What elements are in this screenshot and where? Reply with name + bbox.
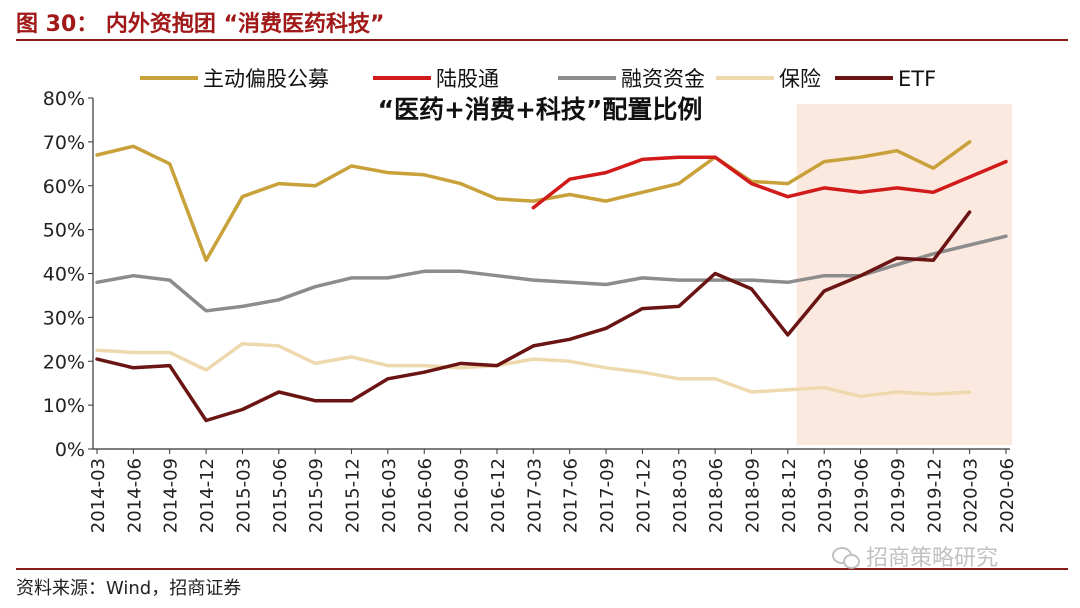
watermark: 招商策略研究 <box>832 540 998 572</box>
x-tick-label: 2018-06 <box>706 458 727 533</box>
y-tick-label: 20% <box>43 351 85 373</box>
legend-label: 保险 <box>779 67 821 91</box>
x-tick-label: 2018-03 <box>670 458 691 533</box>
x-tick-label: 2020-03 <box>961 458 982 533</box>
title-rule <box>16 39 1068 41</box>
x-tick-label: 2014-09 <box>161 458 182 533</box>
x-tick-label: 2019-12 <box>924 458 945 533</box>
y-tick-label: 0% <box>55 439 85 461</box>
x-tick-label: 2017-12 <box>633 458 654 533</box>
x-tick-label: 2018-09 <box>742 458 763 533</box>
x-tick-label: 2016-06 <box>415 458 436 533</box>
legend-label: 融资资金 <box>621 67 705 91</box>
x-tick-label: 2017-06 <box>561 458 582 533</box>
source-note: 资料来源：Wind，招商证券 <box>16 578 242 599</box>
x-tick-label: 2018-12 <box>779 458 800 533</box>
y-tick-label: 80% <box>43 88 85 110</box>
series-line-5 <box>95 210 972 423</box>
x-tick-label: 2019-03 <box>815 458 836 533</box>
x-tick-label: 2017-09 <box>597 458 618 533</box>
x-tick-label: 2016-12 <box>488 458 509 533</box>
legend: 主动偏股公募 陆股通 融资资金 保险 ETF <box>140 67 936 91</box>
axis-layer: 0% 10% 20% 30% 40% 50% 60% 70% 80% 2014-03 2014-06… <box>43 88 1018 533</box>
series-line-3 <box>95 234 1008 313</box>
series-layer <box>95 140 1008 423</box>
series-line-4 <box>95 341 972 399</box>
x-tick-label: 2020-06 <box>997 458 1018 533</box>
y-tick-label: 10% <box>43 395 85 417</box>
x-tick-label: 2019-06 <box>852 458 873 533</box>
legend-label: 主动偏股公募 <box>203 67 329 91</box>
legend-label: 陆股通 <box>436 67 499 91</box>
x-tick-label: 2014-12 <box>197 458 218 533</box>
footer-rule <box>16 568 1068 570</box>
watermark-text: 招商策略研究 <box>866 546 999 571</box>
wechat-icon <box>832 545 860 569</box>
figure-title: 图 30： 内外资抱团 “消费医药科技” <box>16 12 385 37</box>
legend-label: ETF <box>898 67 936 91</box>
y-tick-label: 50% <box>43 220 85 242</box>
y-tick-label: 40% <box>43 264 85 286</box>
x-tick-label: 2014-06 <box>124 458 145 533</box>
x-tick-label: 2017-03 <box>524 458 545 533</box>
y-tick-label: 30% <box>43 307 85 329</box>
chart-title: “医药+消费+科技”配置比例 <box>378 95 703 124</box>
x-tick-label: 2015-03 <box>233 458 254 533</box>
y-tick-label: 60% <box>43 176 85 198</box>
x-tick-label: 2015-06 <box>270 458 291 533</box>
x-tick-label: 2019-09 <box>888 458 909 533</box>
series-line-1 <box>95 140 972 263</box>
x-tick-label: 2016-09 <box>452 458 473 533</box>
x-tick-label: 2014-03 <box>88 458 109 533</box>
y-tick-label: 70% <box>43 132 85 154</box>
x-tick-label: 2015-09 <box>306 458 327 533</box>
x-tick-label: 2016-03 <box>379 458 400 533</box>
series-line-2 <box>531 155 1008 210</box>
x-tick-label: 2015-12 <box>343 458 364 533</box>
